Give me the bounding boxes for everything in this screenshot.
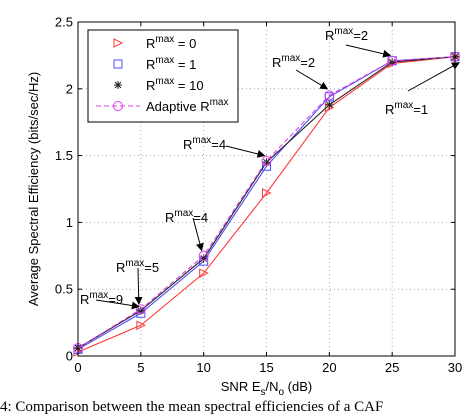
data-point-marker xyxy=(114,81,122,89)
annotation-arrow xyxy=(407,62,460,92)
annotation-label: Rmax=2 xyxy=(272,53,315,70)
legend-label: Rmax = 1 xyxy=(146,55,196,72)
legend-box xyxy=(87,29,239,123)
data-point-marker xyxy=(113,59,123,69)
annotation-arrow xyxy=(192,217,204,252)
axes-frame xyxy=(77,21,456,357)
annotation-arrow xyxy=(95,299,140,310)
data-point-marker xyxy=(388,58,397,67)
x-tick-label: 15 xyxy=(259,360,273,375)
x-tick-label: 25 xyxy=(385,360,399,375)
data-point-marker xyxy=(325,100,334,109)
data-point-marker xyxy=(199,254,208,263)
annotation-arrow xyxy=(225,145,266,158)
x-axis-label: SNR Es/No (dB) xyxy=(221,379,312,398)
y-tick-label: 1.5 xyxy=(55,148,73,163)
annotation-label: Rmax=2 xyxy=(325,26,368,43)
annotation-label: Rmax=4 xyxy=(183,135,226,152)
data-point-marker xyxy=(262,188,272,198)
y-tick-label: 2 xyxy=(66,81,73,96)
data-point-marker xyxy=(261,155,272,166)
legend-label: Adaptive Rmax xyxy=(146,97,229,114)
legend-label: Rmax = 10 xyxy=(146,76,204,93)
annotation-label: Rmax=5 xyxy=(116,258,159,275)
y-tick-label: 1 xyxy=(66,215,73,230)
x-tick-label: 0 xyxy=(74,360,81,375)
data-point-marker xyxy=(262,158,271,167)
data-point-marker xyxy=(113,101,123,111)
y-tick-label: 0 xyxy=(66,349,73,364)
y-tick-label: 0.5 xyxy=(55,282,73,297)
annotation-label: Rmax=1 xyxy=(385,100,428,117)
chart: 0 5 10 15 20 25 3000.511.522.5Rmax=9Rmax=5Rmax… xyxy=(26,15,462,399)
x-tick-label: 20 xyxy=(322,360,336,375)
annotation-arrow xyxy=(134,267,143,305)
x-tick-label: 30 xyxy=(448,360,462,375)
legend-label: Rmax = 0 xyxy=(146,34,196,51)
data-point-marker xyxy=(136,320,146,331)
annotation-arrow xyxy=(295,69,329,90)
series-line xyxy=(77,56,456,349)
annotation-arrow xyxy=(345,44,392,58)
x-tick-label: 10 xyxy=(196,360,210,375)
data-point-marker xyxy=(324,90,335,101)
figure-caption: 4: Comparison between the mean spectral … xyxy=(0,399,384,415)
annotation-label: Rmax=4 xyxy=(165,208,208,225)
data-point-marker xyxy=(113,38,124,48)
data-point-marker xyxy=(387,55,398,66)
x-tick-label: 5 xyxy=(137,360,144,375)
data-point-marker xyxy=(136,306,145,315)
data-point-marker xyxy=(199,268,209,278)
y-tick-label: 2.5 xyxy=(55,15,73,30)
y-axis-label: Average Spectral Efficiency (bits/sec/Hz… xyxy=(26,72,41,306)
